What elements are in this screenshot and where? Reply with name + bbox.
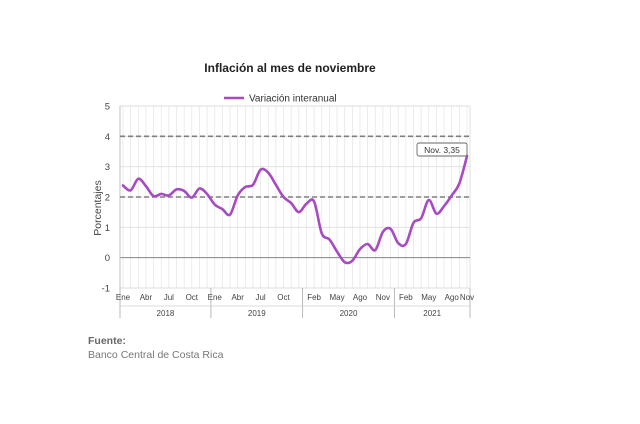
y-axis-label: Porcentajes [92,180,104,235]
axes [119,106,471,318]
x-tick-label: Oct [186,293,199,302]
x-tick-label: Jul [255,293,265,302]
x-tick-label: Nov [376,293,390,302]
y-tick-label: -1 [102,284,110,295]
reference-lines [120,135,470,198]
legend-label: Variación interanual [249,94,337,105]
y-tick-label: 3 [105,162,110,173]
x-tick-label: May [421,293,436,302]
y-tick-label: 1 [105,223,110,234]
x-tick-label: Jul [164,293,174,302]
axis-labels: 5 4 3 2 1 0 -1 Ene Abr Jul Oct Ene Abr Jul Oct Feb May Ag… [102,102,475,319]
source-block: Fuente: Banco Central de Costa Rica [88,334,223,362]
annotation-label: Nov. 3,35 [424,145,460,155]
x-tick-label: Abr [231,293,244,302]
y-tick-label: 5 [105,102,110,113]
x-tick-label: Oct [277,293,290,302]
x-tick-label: Ene [116,293,131,302]
year-label: 2018 [157,309,175,318]
legend: Variación interanual [224,94,337,105]
x-tick-label: Feb [399,293,413,302]
series-layer [121,154,469,265]
y-tick-label: 2 [105,193,110,204]
x-tick-label: Ene [208,293,223,302]
annotation-box [416,142,468,157]
year-label: 2021 [423,309,441,318]
x-tick-label: Feb [307,293,321,302]
y-tick-label: 4 [105,132,110,143]
source-text: Banco Central de Costa Rica [88,349,224,361]
year-label: 2019 [248,309,266,318]
source-label: Fuente: [88,335,126,347]
chart-title: Inflación al mes de noviembre [204,61,376,75]
year-label: 2020 [340,309,358,318]
x-tick-label: May [329,293,344,302]
x-tick-label: Ago [445,293,460,302]
x-tick-label: Ago [353,293,368,302]
annotation-layer: Nov. 3,35 [416,142,468,157]
series-line [121,154,469,265]
x-tick-label: Nov [460,293,474,302]
y-tick-label: 0 [105,253,110,264]
x-tick-label: Abr [140,293,153,302]
